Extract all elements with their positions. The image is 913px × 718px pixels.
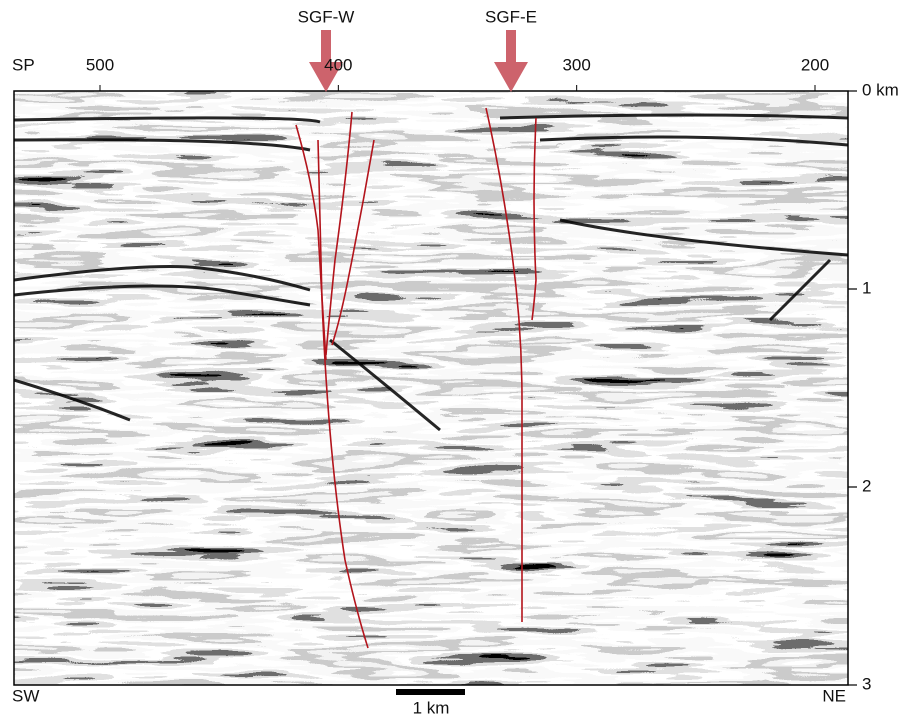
scale-bar xyxy=(396,689,465,695)
depth-tick-label: 1 xyxy=(862,278,871,297)
shotpoint-tick-label: 400 xyxy=(324,55,352,74)
orientation-right: NE xyxy=(822,686,846,705)
depth-tick-label: 2 xyxy=(862,476,871,495)
shotpoint-tick-label: 300 xyxy=(562,55,590,74)
orientation-left: SW xyxy=(12,686,39,705)
shotpoint-label: SP xyxy=(12,55,35,74)
shotpoint-tick-label: 200 xyxy=(801,55,829,74)
fault-label: SGF-W xyxy=(298,7,355,26)
depth-tick-label: 3 xyxy=(862,674,871,693)
seismic-section xyxy=(14,91,848,685)
seismic-figure: SGF-W SGF-E SP SW NE 1 km 500 400 300 200 0 … xyxy=(0,0,913,718)
depth-tick-label: 0 km xyxy=(862,80,899,99)
scale-bar-label: 1 km xyxy=(413,698,450,717)
fault-label: SGF-E xyxy=(485,7,537,26)
shotpoint-tick-label: 500 xyxy=(86,55,114,74)
